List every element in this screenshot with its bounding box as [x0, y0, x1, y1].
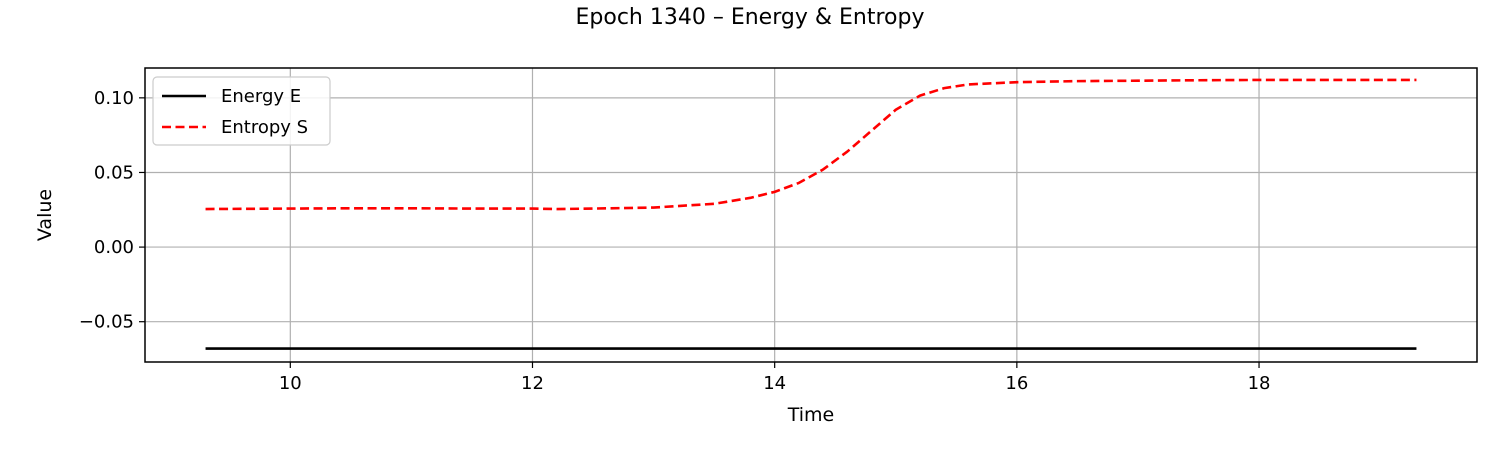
y-tick-label: 0.10 — [94, 88, 134, 109]
x-axis-label: Time — [787, 404, 835, 426]
legend-label: Entropy S — [221, 117, 308, 138]
y-tick-label: 0.00 — [94, 237, 134, 258]
x-tick-label: 12 — [521, 373, 544, 394]
plot-frame — [144, 67, 1478, 363]
series-line-entropy-s — [205, 78, 1417, 211]
grid-lines — [145, 68, 1477, 362]
x-tick-label: 14 — [763, 373, 786, 394]
legend-label: Energy E — [221, 86, 301, 107]
y-axis-label: Value — [34, 189, 56, 241]
series-lines — [205, 78, 1417, 350]
chart-title: Epoch 1340 – Energy & Entropy — [575, 5, 925, 30]
x-tick-label: 16 — [1005, 373, 1028, 394]
x-tick-label: 18 — [1248, 373, 1271, 394]
x-tick-label: 10 — [279, 373, 302, 394]
y-tick-label: 0.05 — [94, 162, 134, 183]
axis-ticks: 10 12 14 16 18 −0.05 0.00 0.05 0.10 — [79, 88, 1271, 394]
y-tick-label: −0.05 — [79, 312, 134, 333]
legend: Energy E Entropy S — [152, 76, 331, 146]
